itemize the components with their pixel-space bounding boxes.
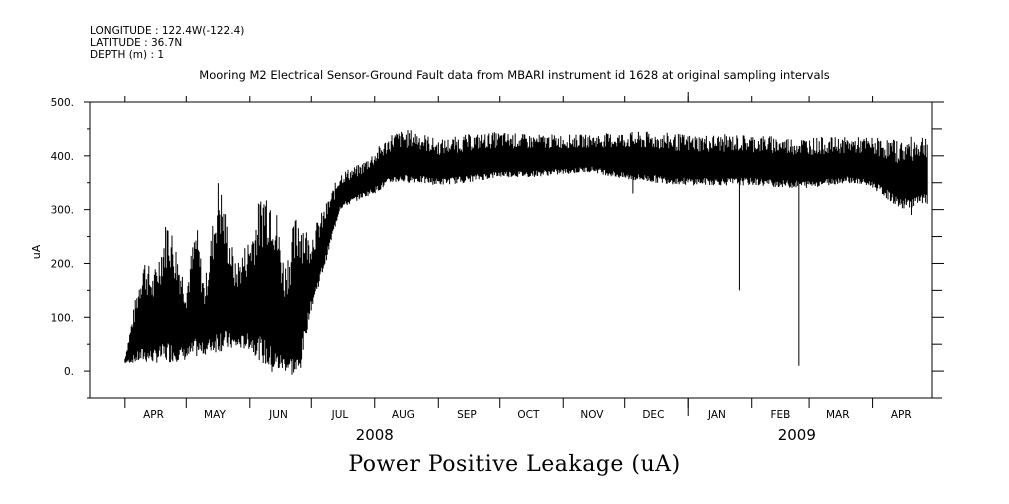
chart-title: Mooring M2 Electrical Sensor-Ground Faul… <box>199 68 830 82</box>
x-month-label: NOV <box>580 409 604 421</box>
axis-labels: 0. 100. 200. 300. 400. 500. APR MAY JUN JUL AUG SEP… <box>51 97 912 444</box>
x-month-label: MAR <box>826 409 850 421</box>
y-axis-label: uA <box>30 244 43 259</box>
y-tick-label: 500. <box>51 97 74 109</box>
x-month-label: APR <box>891 409 912 421</box>
x-year-label: 2008 <box>356 426 394 444</box>
series-envelope <box>124 130 928 375</box>
longitude-label: LONGITUDE : 122.4W(-122.4) <box>90 25 245 37</box>
x-month-label: FEB <box>770 409 790 421</box>
x-month-label: AUG <box>392 409 415 421</box>
x-month-label: JUL <box>331 409 349 421</box>
x-month-label: JUN <box>268 409 288 421</box>
y-tick-label: 100. <box>51 312 74 324</box>
x-year-label: 2009 <box>778 426 816 444</box>
main-title: Power Positive Leakage (uA) <box>348 452 681 477</box>
y-tick-label: 400. <box>51 151 74 163</box>
y-tick-label: 300. <box>51 205 74 217</box>
x-month-label: APR <box>143 409 164 421</box>
x-month-label: MAY <box>204 409 226 421</box>
x-month-label: DEC <box>642 409 664 421</box>
latitude-label: LATITUDE : 36.7N <box>90 37 183 49</box>
x-month-label: OCT <box>517 409 540 421</box>
y-tick-label: 200. <box>51 258 74 270</box>
depth-label: DEPTH (m) : 1 <box>90 49 165 61</box>
plot-frame <box>89 101 933 399</box>
x-month-label: SEP <box>457 409 477 421</box>
data-series-group <box>124 130 928 375</box>
x-month-label: JAN <box>707 409 726 421</box>
axis-ticks <box>84 92 944 416</box>
y-tick-label: 0. <box>64 366 74 378</box>
